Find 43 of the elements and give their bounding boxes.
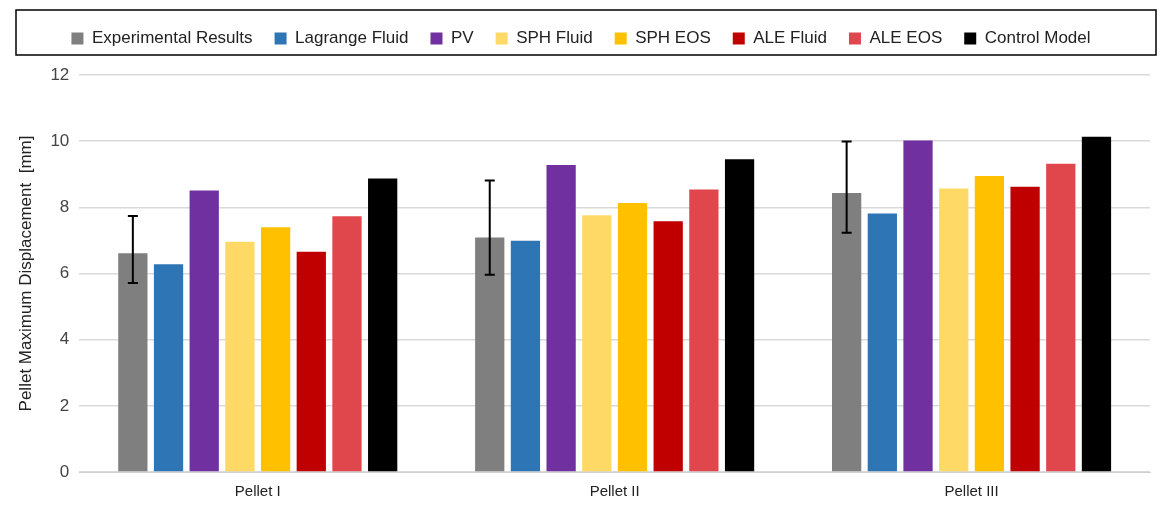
y-tick-label: 10 (50, 130, 70, 150)
bar (189, 190, 219, 472)
bar (939, 188, 969, 472)
y-axis-title: Pellet Maximum Displacement [mm] (15, 135, 35, 412)
legend-label: Experimental Results (91, 28, 253, 48)
legend-label: PV (450, 28, 475, 48)
y-tick-label: 8 (59, 197, 70, 217)
bar (1046, 163, 1076, 472)
bar (118, 253, 148, 472)
legend-label: ALE Fluid (753, 28, 827, 48)
bar (582, 215, 612, 472)
bar (724, 159, 755, 472)
bar (867, 213, 897, 472)
bar (153, 264, 184, 472)
bar (510, 240, 541, 472)
x-tick-label: Pellet II (589, 482, 640, 500)
bar (546, 164, 576, 472)
bar (332, 216, 362, 472)
legend-label: SPH Fluid (516, 28, 593, 48)
bar (903, 140, 933, 472)
legend-label: SPH EOS (635, 28, 711, 48)
y-tick-label: 0 (59, 461, 70, 481)
y-tick-label: 6 (59, 263, 70, 283)
bar (475, 237, 505, 472)
bar (1010, 186, 1040, 472)
bar (225, 241, 255, 472)
bar (689, 189, 719, 472)
legend-label: Control Model (984, 28, 1091, 48)
bar (617, 203, 648, 472)
y-tick-label: 12 (50, 64, 70, 84)
y-tick-label: 4 (59, 329, 70, 349)
legend-label: Lagrange Fluid (295, 28, 409, 48)
legend-label: ALE EOS (869, 28, 943, 48)
x-tick-label: Pellet III (944, 482, 999, 500)
bar (653, 221, 683, 472)
bar (260, 227, 291, 472)
bar (974, 175, 1005, 472)
bar (832, 193, 862, 472)
bar (296, 251, 326, 472)
y-tick-label: 2 (59, 395, 70, 415)
bar (1081, 136, 1112, 472)
bar (368, 178, 398, 472)
x-tick-label: Pellet I (234, 482, 281, 500)
